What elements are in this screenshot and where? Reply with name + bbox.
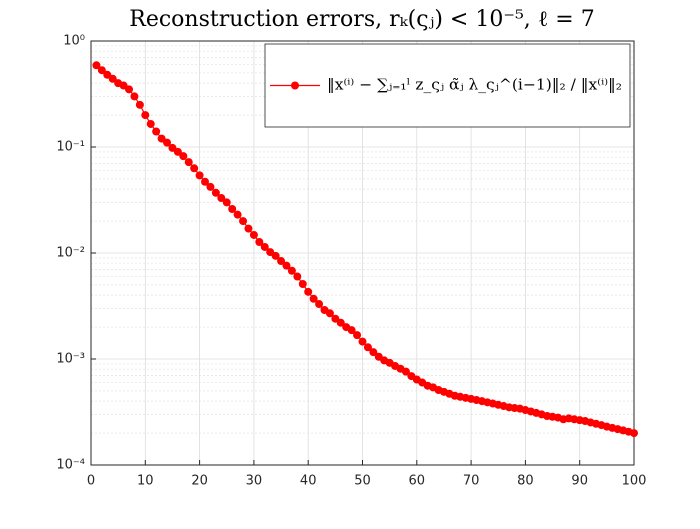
data-point — [293, 272, 302, 281]
data-point — [222, 198, 231, 207]
x-tick-label: 40 — [300, 474, 317, 489]
data-point — [271, 251, 280, 260]
x-tick-label: 20 — [191, 474, 208, 489]
x-tick-label: 10 — [137, 474, 154, 489]
y-tick-label: 10⁻³ — [56, 352, 85, 367]
data-point — [163, 138, 172, 147]
data-point — [255, 237, 264, 246]
data-point — [108, 74, 117, 83]
data-point — [260, 242, 269, 251]
data-point — [195, 171, 204, 180]
x-tick-label: 100 — [622, 474, 647, 489]
data-point — [239, 217, 248, 226]
data-point — [336, 318, 345, 327]
data-point — [179, 152, 188, 161]
data-point — [244, 224, 253, 233]
data-point — [315, 300, 324, 309]
x-tick-label: 30 — [246, 474, 263, 489]
y-tick-label: 10⁻¹ — [56, 140, 85, 155]
x-tick-label: 50 — [354, 474, 371, 489]
x-tick-label: 80 — [517, 474, 534, 489]
legend-marker — [291, 81, 299, 90]
data-point — [206, 182, 215, 191]
data-point — [130, 92, 139, 101]
data-point — [347, 326, 356, 335]
axes-box — [90, 40, 635, 466]
data-point — [141, 111, 150, 120]
y-tick-label: 10⁻⁴ — [56, 458, 85, 473]
data-point — [369, 348, 378, 357]
data-point — [353, 331, 362, 340]
data-point — [358, 337, 367, 346]
data-point — [298, 279, 307, 288]
data-point — [125, 85, 134, 94]
data-point — [304, 287, 313, 296]
legend-label: ‖x⁽ⁱ⁾ − ∑ⱼ₌₁ˡ z_ςⱼ α̃ⱼ λ_ςⱼ^(i−1)‖₂ / ‖x… — [327, 76, 622, 94]
legend-box — [264, 43, 631, 128]
chart-title: Reconstruction errors, rₖ(ςⱼ) < 10⁻⁵, ℓ … — [129, 7, 594, 32]
data-point — [277, 257, 286, 266]
data-point — [152, 127, 161, 136]
data-point — [211, 188, 220, 197]
data-point — [282, 261, 291, 270]
data-point — [630, 429, 638, 438]
data-point — [325, 309, 334, 318]
data-point — [363, 343, 372, 352]
x-tick-label: 0 — [87, 474, 95, 489]
x-tick-label: 70 — [463, 474, 480, 489]
x-tick-label: 90 — [571, 474, 588, 489]
y-tick-label: 10⁰ — [63, 34, 85, 49]
data-point — [92, 61, 101, 70]
x-tick-label: 60 — [409, 474, 426, 489]
data-point — [233, 210, 242, 219]
data-point — [401, 367, 410, 376]
data-point — [135, 100, 144, 109]
data-point — [309, 294, 318, 303]
data-point — [228, 205, 237, 214]
data-point — [173, 147, 182, 156]
data-point — [146, 119, 155, 128]
data-point — [190, 164, 199, 173]
data-point — [287, 266, 296, 275]
data-point — [201, 177, 210, 186]
y-tick-label: 10⁻² — [56, 246, 85, 261]
data-point — [217, 194, 226, 203]
data-point — [249, 230, 258, 239]
data-point — [184, 158, 193, 167]
data-point — [97, 66, 106, 75]
